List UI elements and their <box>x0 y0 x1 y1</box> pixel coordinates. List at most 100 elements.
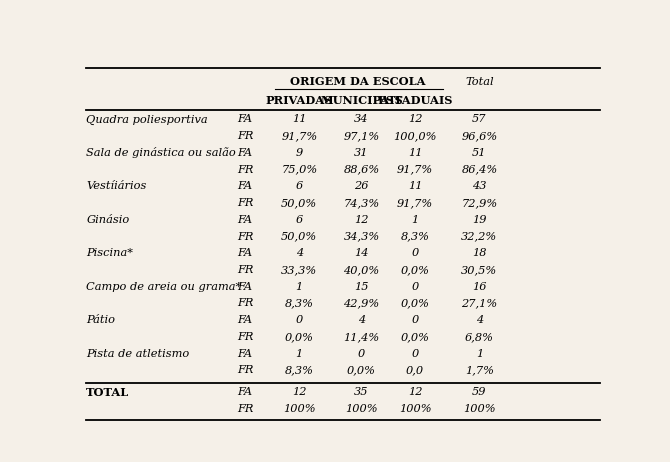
Text: 8,3%: 8,3% <box>401 231 429 242</box>
Text: FR: FR <box>237 231 253 242</box>
Text: 0,0%: 0,0% <box>401 265 429 275</box>
Text: FR: FR <box>237 265 253 275</box>
Text: 96,6%: 96,6% <box>462 131 498 141</box>
Text: 0: 0 <box>411 248 419 258</box>
Text: 74,3%: 74,3% <box>344 198 380 208</box>
Text: 11: 11 <box>408 182 422 191</box>
Text: Piscina*: Piscina* <box>86 248 133 258</box>
Text: Total: Total <box>465 77 494 87</box>
Text: FA: FA <box>237 215 252 225</box>
Text: 11: 11 <box>408 148 422 158</box>
Text: 1: 1 <box>411 215 419 225</box>
Text: Campo de areia ou grama*: Campo de areia ou grama* <box>86 282 242 292</box>
Text: 100%: 100% <box>345 404 378 414</box>
Text: FR: FR <box>237 164 253 175</box>
Text: 14: 14 <box>354 248 368 258</box>
Text: 100%: 100% <box>463 404 496 414</box>
Text: FA: FA <box>237 282 252 292</box>
Text: 31: 31 <box>354 148 368 158</box>
Text: 72,9%: 72,9% <box>462 198 498 208</box>
Text: FR: FR <box>237 365 253 375</box>
Text: 1,7%: 1,7% <box>465 365 494 375</box>
Text: 27,1%: 27,1% <box>462 298 498 309</box>
Text: 0,0%: 0,0% <box>347 365 376 375</box>
Text: 1: 1 <box>476 348 483 359</box>
Text: 0: 0 <box>358 348 365 359</box>
Text: 0: 0 <box>411 348 419 359</box>
Text: 32,2%: 32,2% <box>462 231 498 242</box>
Text: 97,1%: 97,1% <box>344 131 380 141</box>
Text: 91,7%: 91,7% <box>397 164 433 175</box>
Text: 6: 6 <box>295 215 303 225</box>
Text: 33,3%: 33,3% <box>281 265 318 275</box>
Text: Ginásio: Ginásio <box>86 215 129 225</box>
Text: 19: 19 <box>472 215 486 225</box>
Text: 12: 12 <box>354 215 368 225</box>
Text: 30,5%: 30,5% <box>462 265 498 275</box>
Text: FA: FA <box>237 248 252 258</box>
Text: 34,3%: 34,3% <box>344 231 380 242</box>
Text: 86,4%: 86,4% <box>462 164 498 175</box>
Text: 0,0%: 0,0% <box>285 332 314 342</box>
Text: 35: 35 <box>354 387 368 397</box>
Text: 11,4%: 11,4% <box>344 332 380 342</box>
Text: 0,0%: 0,0% <box>401 332 429 342</box>
Text: 100%: 100% <box>399 404 431 414</box>
Text: 34: 34 <box>354 115 368 124</box>
Text: 100,0%: 100,0% <box>393 131 437 141</box>
Text: 6,8%: 6,8% <box>465 332 494 342</box>
Text: PRIVADAS: PRIVADAS <box>265 96 333 106</box>
Text: 11: 11 <box>292 115 306 124</box>
Text: 0: 0 <box>411 282 419 292</box>
Text: ESTADUAIS: ESTADUAIS <box>377 96 453 106</box>
Text: 100%: 100% <box>283 404 316 414</box>
Text: 1: 1 <box>295 348 303 359</box>
Text: 91,7%: 91,7% <box>397 198 433 208</box>
Text: 9: 9 <box>295 148 303 158</box>
Text: 15: 15 <box>354 282 368 292</box>
Text: FA: FA <box>237 348 252 359</box>
Text: FR: FR <box>237 131 253 141</box>
Text: FA: FA <box>237 148 252 158</box>
Text: Vestíiários: Vestíiários <box>86 182 147 191</box>
Text: 43: 43 <box>472 182 486 191</box>
Text: Pátio: Pátio <box>86 315 115 325</box>
Text: 0,0%: 0,0% <box>401 298 429 309</box>
Text: 8,3%: 8,3% <box>285 365 314 375</box>
Text: 50,0%: 50,0% <box>281 198 318 208</box>
Text: 6: 6 <box>295 182 303 191</box>
Text: 88,6%: 88,6% <box>344 164 380 175</box>
Text: 91,7%: 91,7% <box>281 131 318 141</box>
Text: 12: 12 <box>292 387 306 397</box>
Text: 8,3%: 8,3% <box>285 298 314 309</box>
Text: FR: FR <box>237 298 253 309</box>
Text: Pista de atletismo: Pista de atletismo <box>86 348 190 359</box>
Text: FA: FA <box>237 182 252 191</box>
Text: 0: 0 <box>295 315 303 325</box>
Text: 16: 16 <box>472 282 486 292</box>
Text: ORIGEM DA ESCOLA: ORIGEM DA ESCOLA <box>289 76 425 87</box>
Text: 0: 0 <box>411 315 419 325</box>
Text: 51: 51 <box>472 148 486 158</box>
Text: TOTAL: TOTAL <box>86 387 129 397</box>
Text: Sala de ginástica ou salão: Sala de ginástica ou salão <box>86 147 236 158</box>
Text: 40,0%: 40,0% <box>344 265 380 275</box>
Text: FA: FA <box>237 115 252 124</box>
Text: FA: FA <box>237 315 252 325</box>
Text: 75,0%: 75,0% <box>281 164 318 175</box>
Text: FR: FR <box>237 404 253 414</box>
Text: 59: 59 <box>472 387 486 397</box>
Text: 12: 12 <box>408 115 422 124</box>
Text: 4: 4 <box>476 315 483 325</box>
Text: 57: 57 <box>472 115 486 124</box>
Text: 50,0%: 50,0% <box>281 231 318 242</box>
Text: FA: FA <box>237 387 252 397</box>
Text: 26: 26 <box>354 182 368 191</box>
Text: 0,0: 0,0 <box>406 365 424 375</box>
Text: 12: 12 <box>408 387 422 397</box>
Text: 42,9%: 42,9% <box>344 298 380 309</box>
Text: 4: 4 <box>358 315 365 325</box>
Text: 18: 18 <box>472 248 486 258</box>
Text: MUNICIPAIS: MUNICIPAIS <box>320 96 403 106</box>
Text: 4: 4 <box>295 248 303 258</box>
